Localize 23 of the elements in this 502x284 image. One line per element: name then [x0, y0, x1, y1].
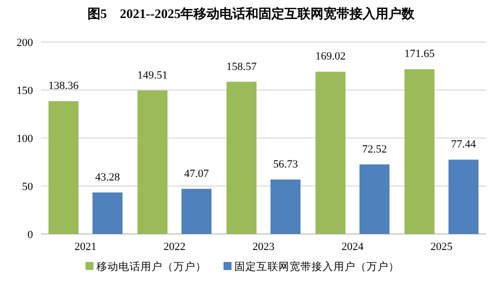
label: 72.52	[362, 143, 387, 156]
xtick: 2025	[430, 241, 452, 253]
xtick: 2021	[74, 241, 96, 253]
xtick: 2024	[342, 241, 364, 253]
ytick: 0	[28, 229, 33, 241]
label: 158.57	[226, 60, 257, 73]
label: 47.07	[184, 168, 209, 180]
label: 171.65	[404, 48, 435, 60]
label: 43.28	[95, 171, 120, 184]
label: 149.51	[137, 69, 168, 82]
xtick: 2022	[164, 241, 186, 253]
legend: 移动电话用户（万户）	[96, 261, 206, 273]
xtick: 2023	[252, 241, 274, 253]
title: 图5 2021--2025年移动电话和固定互联网宽带接入用户数	[87, 6, 415, 21]
ytick: 50	[22, 181, 33, 193]
label: 169.02	[315, 50, 346, 63]
ytick: 100	[16, 133, 33, 145]
ytick: 150	[16, 85, 33, 97]
label: 77.44	[451, 138, 476, 151]
label: 56.73	[273, 158, 298, 171]
legend: 固定互联网宽带接入用户（万户）	[234, 261, 400, 273]
label: 138.36	[48, 80, 79, 92]
ytick: 200	[16, 37, 33, 49]
